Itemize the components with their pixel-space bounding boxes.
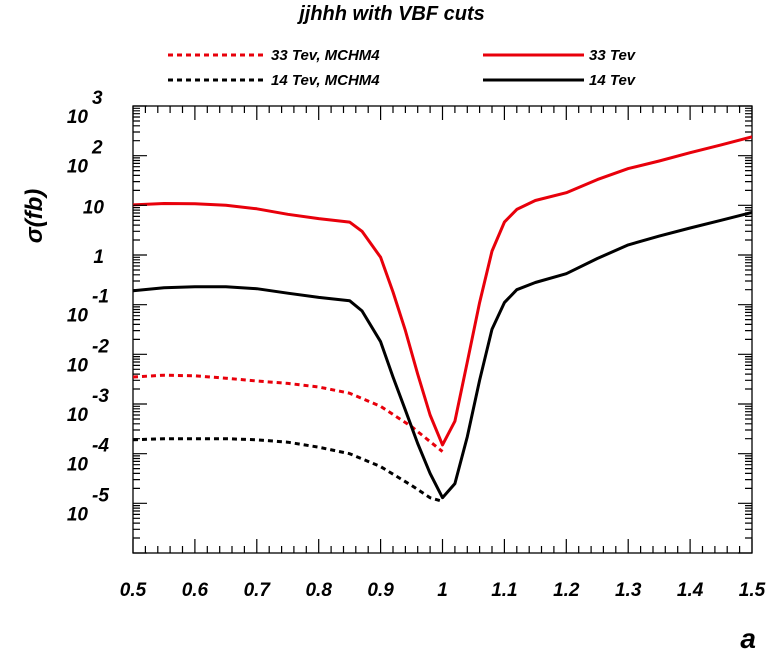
- svg-text:-4: -4: [92, 436, 109, 457]
- svg-text:10: 10: [83, 197, 105, 218]
- tick-labels-layer: 0.5 0.6 0.7 0.8 0.9 1 1.1 1.2 1.3 1.4 1.5103102101…: [67, 88, 766, 601]
- x-tick-label: 0.5: [120, 580, 147, 601]
- chart-title: jjhhh with VBF cuts: [296, 3, 485, 25]
- legend-item: 14 Tev, MCHM4: [168, 72, 380, 89]
- svg-text:-5: -5: [92, 485, 109, 506]
- legend-item: 33 Tev, MCHM4: [168, 47, 380, 64]
- y-tick-label: 10: [83, 197, 105, 218]
- plot-frame: [132, 105, 753, 554]
- x-tick-label: 1: [437, 580, 448, 601]
- y-tick-label: 10-2: [67, 336, 109, 376]
- x-tick-label: 0.8: [305, 580, 332, 601]
- ticks-layer: [132, 105, 753, 554]
- x-tick-label: 0.6: [182, 580, 209, 601]
- legend-label: 33 Tev, MCHM4: [271, 47, 380, 64]
- svg-text:-3: -3: [92, 386, 109, 407]
- svg-text:10: 10: [67, 157, 89, 178]
- series-layer: [133, 135, 752, 503]
- x-tick-label: 1.5: [739, 580, 766, 601]
- x-tick-label: 1.1: [491, 580, 517, 601]
- legend-label: 14 Tev: [589, 72, 637, 89]
- x-tick-label: 1.2: [553, 580, 580, 601]
- svg-text:10: 10: [67, 306, 89, 327]
- series-line-2: [133, 135, 752, 447]
- legend: 33 Tev, MCHM4 33 Tev 14 Tev, MCHM4 14 Tev: [168, 47, 637, 89]
- svg-text:10: 10: [67, 455, 89, 476]
- legend-label: 33 Tev: [589, 47, 637, 64]
- svg-text:10: 10: [67, 504, 89, 525]
- y-axis-label: σ(fb): [21, 189, 48, 244]
- svg-text:10: 10: [67, 405, 89, 426]
- svg-text:2: 2: [91, 138, 103, 159]
- y-tick-label: 1: [93, 247, 104, 268]
- legend-item: 33 Tev: [483, 47, 637, 64]
- x-axis-label: a: [740, 623, 756, 654]
- svg-text:-1: -1: [92, 287, 109, 308]
- svg-text:-2: -2: [92, 336, 109, 357]
- svg-text:1: 1: [93, 247, 104, 268]
- svg-text:10: 10: [67, 107, 89, 128]
- series-line-4: [133, 210, 752, 500]
- x-tick-label: 1.3: [615, 580, 642, 601]
- x-tick-label: 1.4: [677, 580, 704, 601]
- legend-item: 14 Tev: [483, 72, 637, 89]
- axis-ticks: [132, 105, 753, 554]
- y-tick-label: 10-1: [67, 287, 109, 327]
- y-tick-label: 10-4: [67, 436, 109, 476]
- series-line-1: [133, 373, 444, 453]
- legend-label: 14 Tev, MCHM4: [271, 72, 380, 89]
- svg-text:10: 10: [67, 355, 89, 376]
- y-tick-label: 103: [67, 88, 103, 128]
- plot-area: [132, 105, 753, 554]
- svg-text:3: 3: [92, 88, 103, 109]
- y-tick-label: 10-3: [67, 386, 109, 426]
- x-tick-label: 0.7: [244, 580, 272, 601]
- y-tick-label: 102: [67, 138, 103, 178]
- y-tick-label: 10-5: [67, 485, 109, 525]
- series-line-3: [133, 437, 443, 503]
- x-tick-label: 0.9: [367, 580, 394, 601]
